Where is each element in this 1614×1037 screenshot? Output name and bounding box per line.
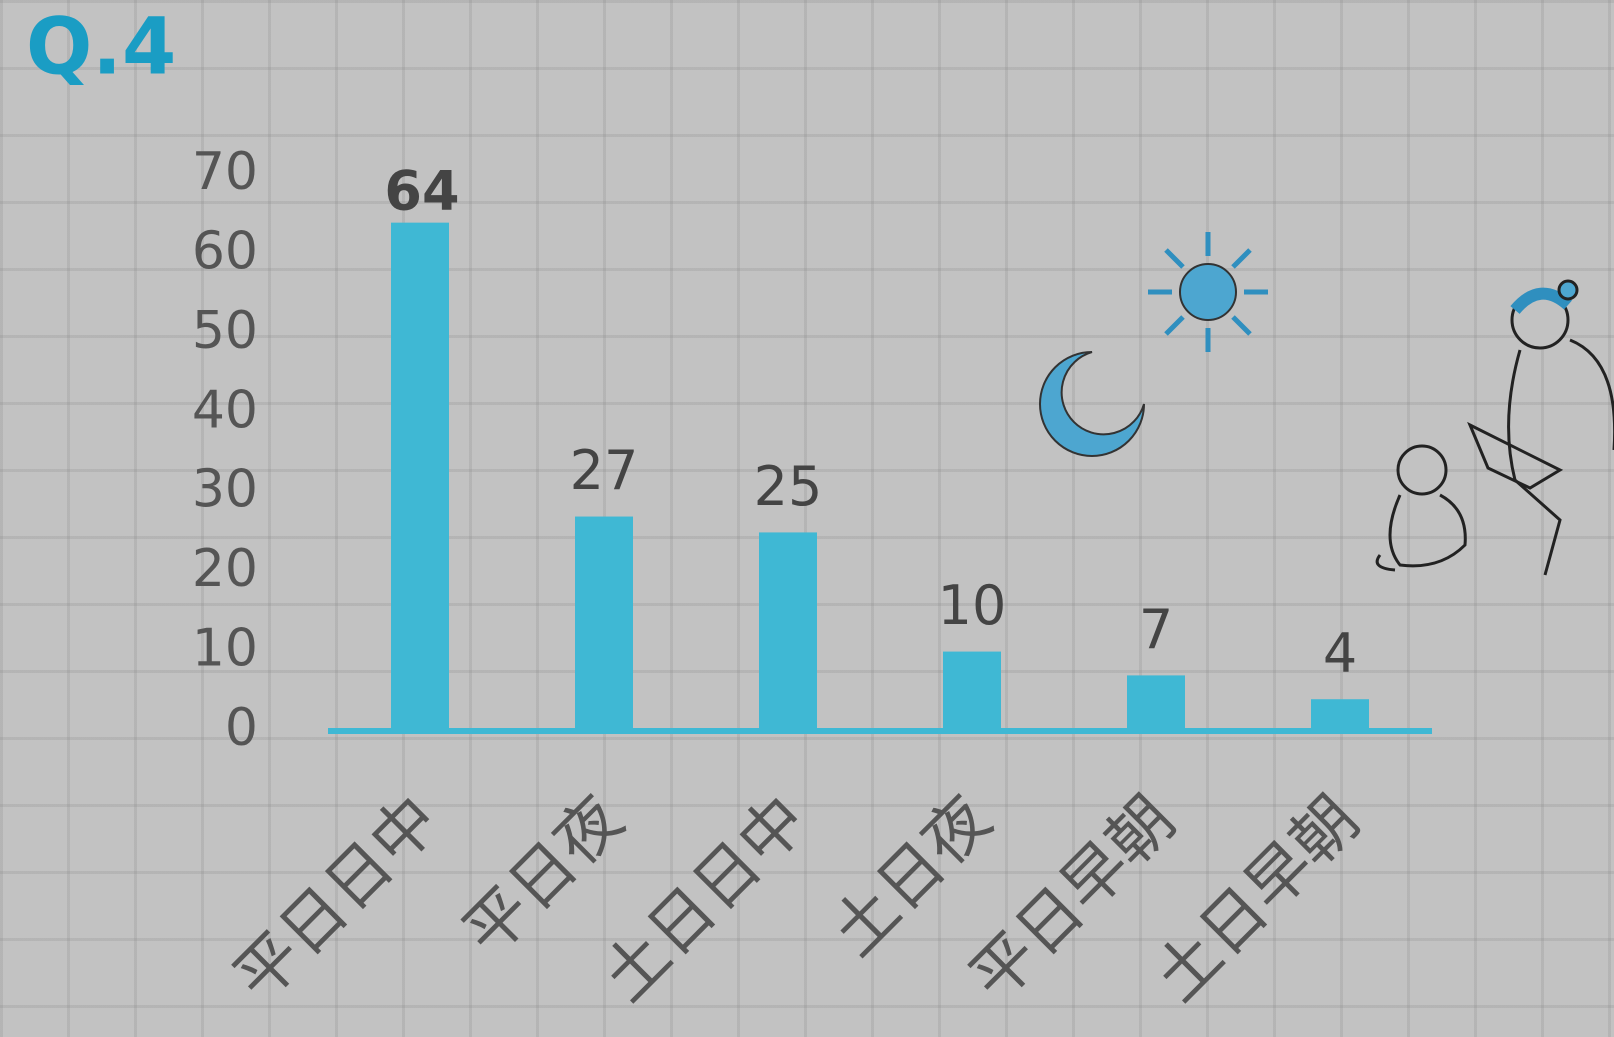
bar: [1311, 699, 1369, 731]
x-tick-label: 平日日中: [220, 782, 453, 1015]
bar: [575, 516, 633, 731]
value-label: 7: [1139, 598, 1173, 661]
y-tick-label: 30: [192, 460, 258, 520]
value-label: 64: [384, 159, 459, 222]
bar: [1127, 675, 1185, 731]
y-tick-label: 10: [192, 619, 258, 679]
y-tick-label: 60: [192, 221, 258, 281]
y-tick-label: 0: [225, 698, 258, 758]
people-illustration: [1375, 279, 1614, 576]
value-label: 10: [938, 574, 1007, 637]
x-tick-label: 土日日中: [588, 782, 821, 1015]
bar: [391, 222, 449, 731]
bar: [943, 651, 1001, 731]
x-tick-label: 平日早朝: [956, 782, 1189, 1015]
y-tick-label: 70: [192, 142, 258, 202]
value-label: 4: [1323, 622, 1357, 685]
moon-icon: [1039, 351, 1145, 457]
x-tick-label: 土日早朝: [1140, 782, 1373, 1015]
baseline: [328, 728, 1432, 734]
bar: [759, 532, 817, 731]
value-label: 25: [754, 455, 823, 518]
y-tick-label: 40: [192, 380, 258, 440]
value-label: 27: [570, 439, 639, 502]
sun-icon: [1148, 232, 1268, 352]
y-tick-label: 20: [192, 539, 258, 599]
y-tick-label: 50: [192, 301, 258, 361]
chart-title: Q.4: [26, 2, 176, 92]
